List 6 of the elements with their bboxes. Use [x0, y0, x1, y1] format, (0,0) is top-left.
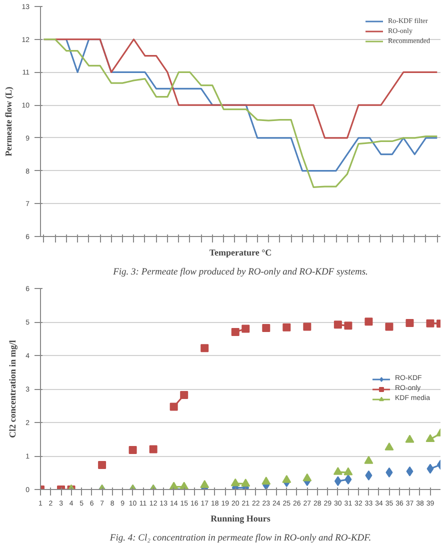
y-axis-title: Permeate flow (L) — [4, 86, 14, 156]
x-axis-title: Running Hours — [210, 514, 271, 524]
caption: Fig. 4: Cl₂ concentration in permeate flow in RO-only and RO-KDF. — [108, 534, 372, 544]
x-axis-title: Temperature °C — [209, 248, 272, 258]
y-axis-title: Cl2 concentration in mg/l — [8, 340, 18, 438]
caption: Fig. 3: Permeate flow produced by RO-only and RO-KDF systems. — [112, 268, 368, 278]
